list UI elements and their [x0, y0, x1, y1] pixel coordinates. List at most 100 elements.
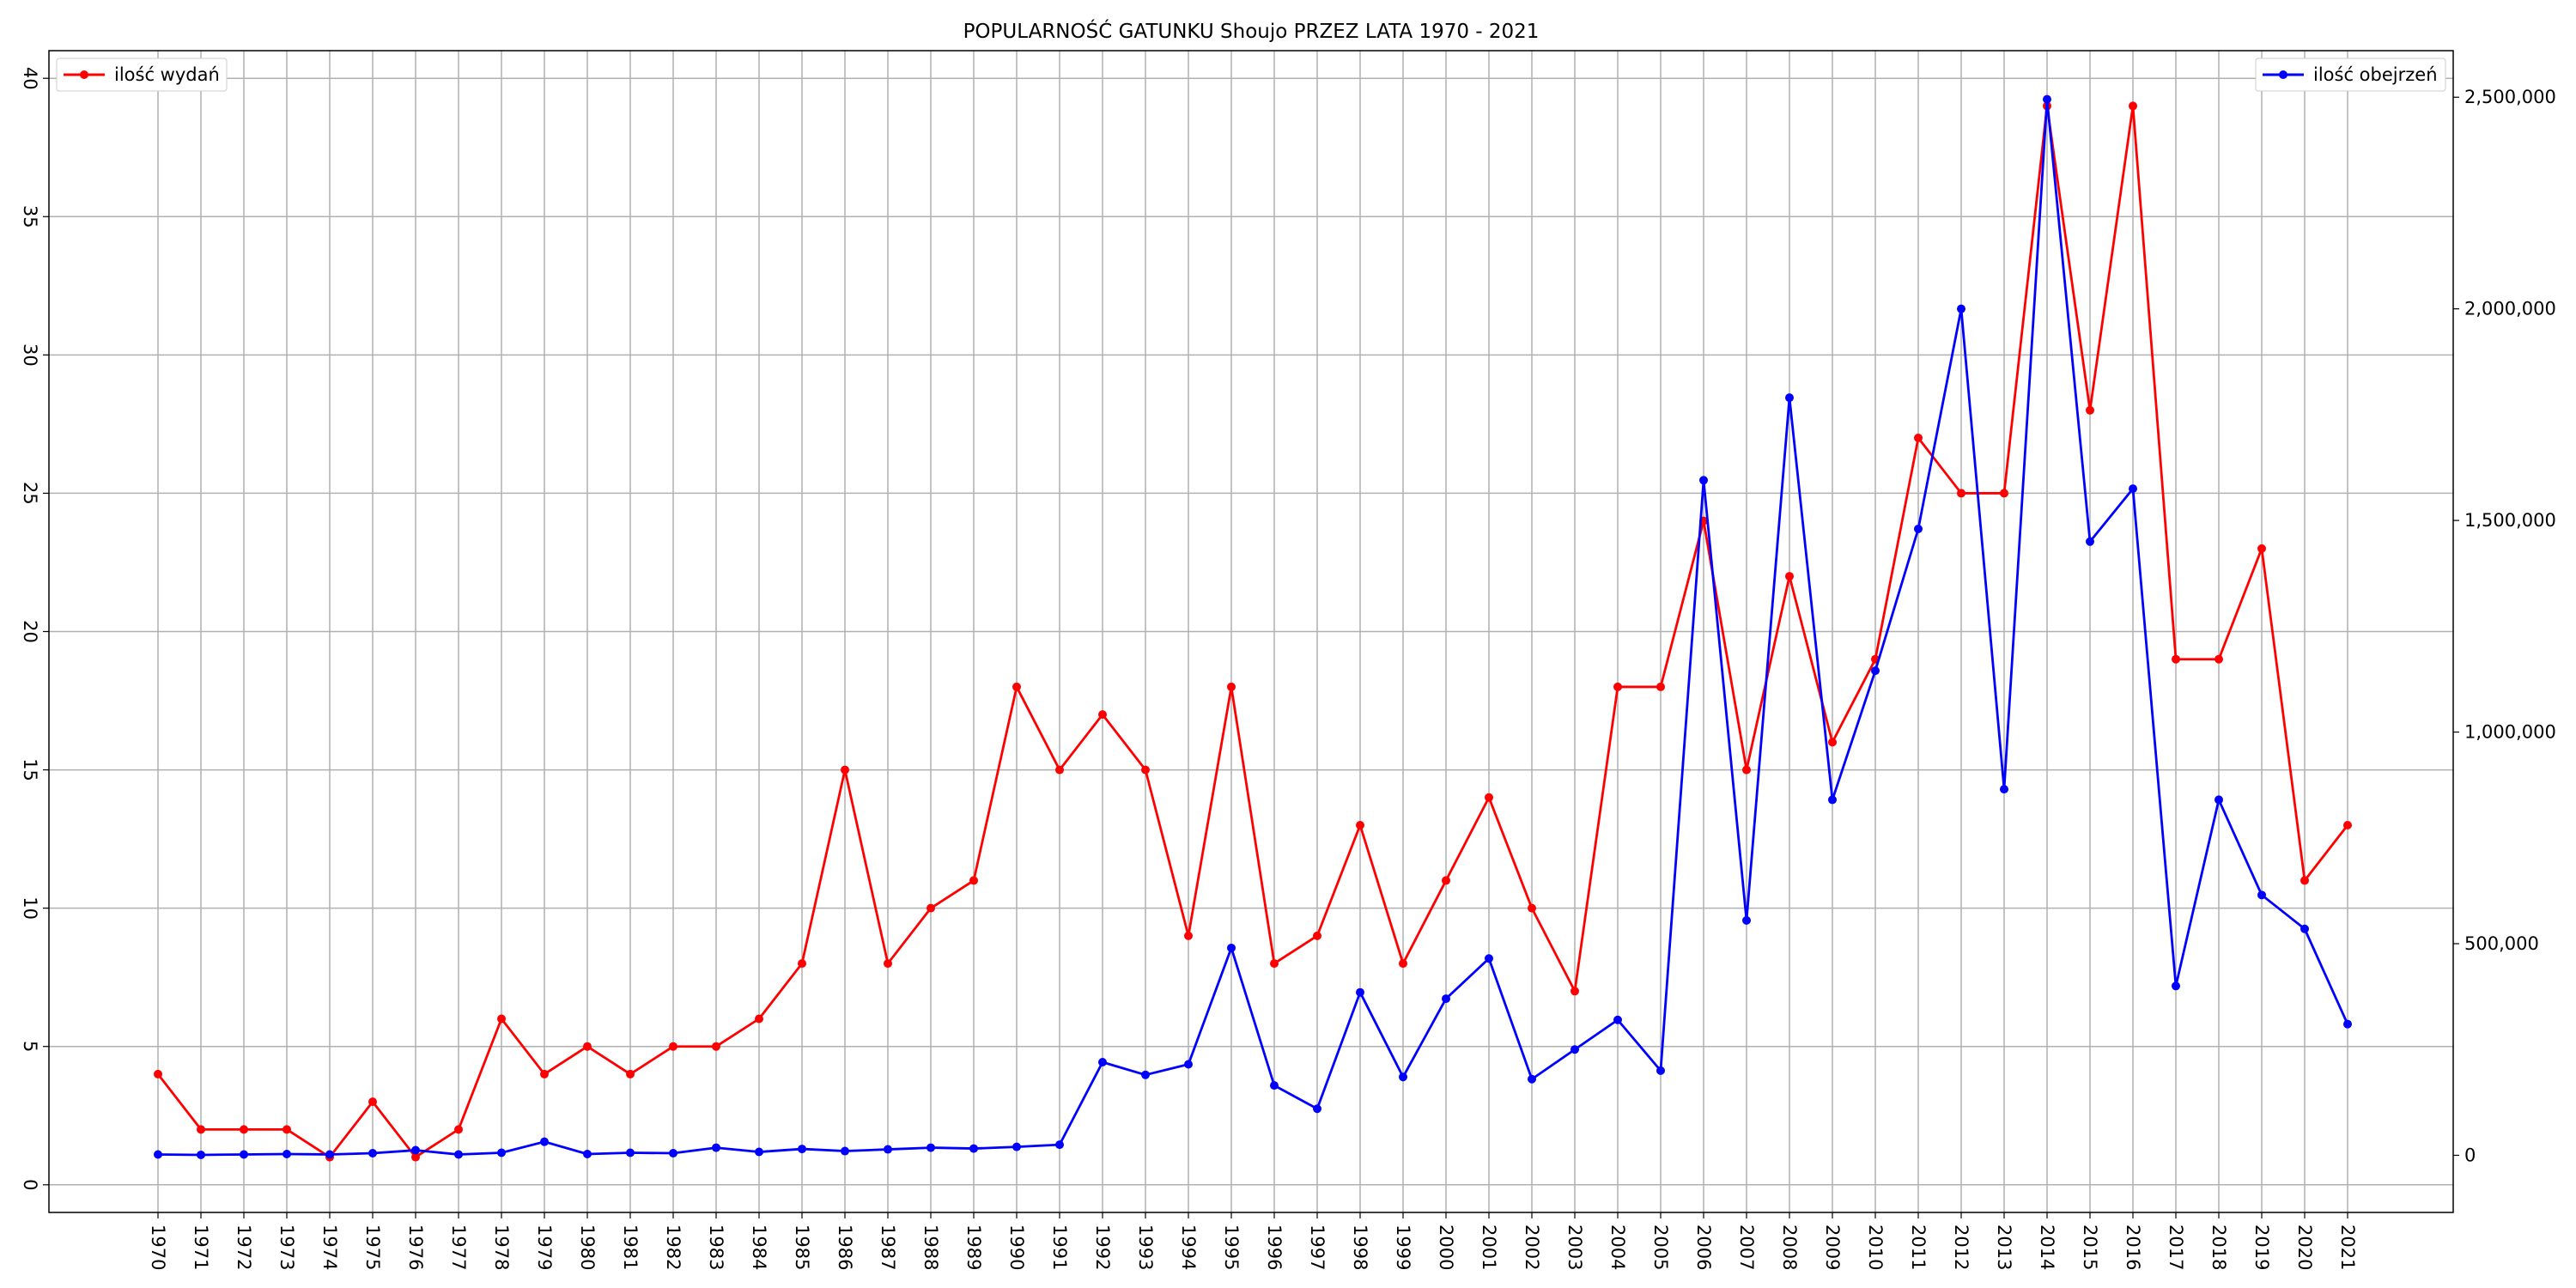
y-left-tick-label: 15 [20, 758, 40, 781]
editions-series-point [454, 1125, 463, 1134]
legend-right-marker [2279, 70, 2287, 79]
views-series-point [454, 1150, 463, 1159]
y-right-tick-label: 1,500,000 [2464, 510, 2556, 531]
editions-series-point [2129, 101, 2137, 111]
editions-series-point [411, 1152, 420, 1162]
x-tick-label: 1975 [362, 1224, 383, 1270]
x-tick-label: 2001 [1479, 1224, 1499, 1270]
views-series-point [1442, 994, 1450, 1004]
y-right-tick-label: 2,500,000 [2464, 87, 2556, 107]
views-series-point [497, 1148, 506, 1157]
x-tick-label: 2002 [1522, 1224, 1542, 1270]
x-tick-label: 1970 [148, 1224, 168, 1270]
editions-series-point [1571, 987, 1579, 996]
editions-series-point [497, 1014, 506, 1024]
editions-series-point [1098, 710, 1107, 720]
x-tick-label: 2003 [1564, 1224, 1585, 1270]
views-series-point [1356, 987, 1364, 997]
x-tick-label: 1999 [1393, 1224, 1413, 1270]
y-left-tick-label: 20 [20, 620, 40, 643]
x-tick-label: 1982 [663, 1224, 683, 1270]
views-series-point [669, 1148, 677, 1157]
views-series-point [755, 1147, 763, 1157]
views-series-point [2000, 785, 2008, 794]
x-tick-label: 2010 [1865, 1224, 1886, 1270]
x-tick-label: 2021 [2337, 1224, 2358, 1270]
x-tick-label: 1986 [835, 1224, 855, 1270]
editions-series-point [884, 959, 892, 969]
editions-series-point [1442, 876, 1450, 885]
views-series-point [1613, 1015, 1622, 1024]
views-series-point [1785, 393, 1794, 403]
views-series-point [1270, 1081, 1279, 1091]
editions-series-point [1957, 489, 1965, 498]
legend-left-label: ilość wydań [114, 64, 220, 85]
views-series-point [1871, 666, 1880, 676]
views-series-point [2043, 94, 2051, 104]
grid [49, 51, 2453, 1212]
editions-series-point [1613, 682, 1622, 691]
editions-series-point [583, 1042, 592, 1051]
views-series-point [1012, 1142, 1021, 1151]
axes: 1970 1971 1972 1973 1974 1975 1976 1977 1978 1979… [20, 67, 2556, 1271]
views-series-point [1828, 795, 1837, 805]
views-series-point [1742, 915, 1751, 925]
views-series-point [2343, 1019, 2352, 1029]
editions-series-point [1012, 682, 1021, 691]
editions-series-point [2000, 489, 2008, 498]
views-series-point [2215, 795, 2223, 805]
views-series-point [1399, 1072, 1407, 1082]
x-tick-label: 2018 [2208, 1224, 2229, 1270]
editions-series-point [1227, 682, 1236, 691]
x-tick-label: 2014 [2037, 1224, 2057, 1270]
x-tick-label: 1990 [1006, 1224, 1027, 1270]
editions-series-point [2257, 544, 2266, 553]
views-series-line [157, 98, 2349, 1157]
editions-series-point [1356, 821, 1364, 829]
views-series-point [969, 1144, 978, 1153]
editions-series-point [2172, 654, 2180, 664]
editions-series-point [1055, 765, 1064, 775]
views-series-point [283, 1149, 291, 1158]
y-right-tick-label: 1,000,000 [2464, 722, 2556, 743]
legend-left-marker [80, 70, 88, 79]
editions-series-point [927, 903, 935, 913]
series-right [154, 94, 2352, 1159]
x-tick-label: 1989 [963, 1224, 984, 1270]
x-tick-label: 1991 [1049, 1224, 1070, 1270]
views-series-point [2300, 924, 2309, 933]
chart-title: POPULARNOŚĆ GATUNKU Shoujo PRZEZ LATA 19… [963, 19, 1540, 43]
editions-series-point [2086, 405, 2094, 415]
editions-series-point [712, 1042, 720, 1051]
editions-series-point [755, 1014, 763, 1024]
x-tick-label: 2019 [2251, 1224, 2272, 1270]
x-tick-label: 1974 [319, 1224, 340, 1270]
views-series-point [154, 1150, 162, 1159]
x-tick-label: 1995 [1221, 1224, 1242, 1270]
views-series-point [2129, 484, 2137, 494]
views-series-point [368, 1148, 377, 1157]
x-tick-label: 2016 [2123, 1224, 2143, 1270]
x-tick-label: 2004 [1607, 1224, 1628, 1270]
views-series-point [1184, 1060, 1193, 1069]
x-tick-label: 1980 [577, 1224, 598, 1270]
x-tick-label: 2015 [2080, 1224, 2100, 1270]
views-series-point [411, 1145, 420, 1155]
views-series-point [197, 1150, 205, 1159]
editions-series-point [283, 1125, 291, 1134]
legend-right-box [2255, 58, 2446, 92]
x-tick-label: 2011 [1908, 1224, 1929, 1270]
editions-series-point [798, 959, 806, 969]
editions-series-point [1485, 793, 1493, 802]
y-left-tick-label: 5 [20, 1041, 40, 1052]
x-tick-label: 1996 [1264, 1224, 1285, 1270]
views-series-point [1571, 1045, 1579, 1054]
views-series-point [1055, 1140, 1064, 1150]
views-series-point [2257, 890, 2266, 900]
x-tick-label: 1985 [792, 1224, 812, 1270]
views-series-point [1098, 1058, 1107, 1067]
x-tick-label: 1992 [1092, 1224, 1113, 1270]
x-tick-label: 1998 [1350, 1224, 1370, 1270]
editions-series-point [1313, 931, 1321, 940]
